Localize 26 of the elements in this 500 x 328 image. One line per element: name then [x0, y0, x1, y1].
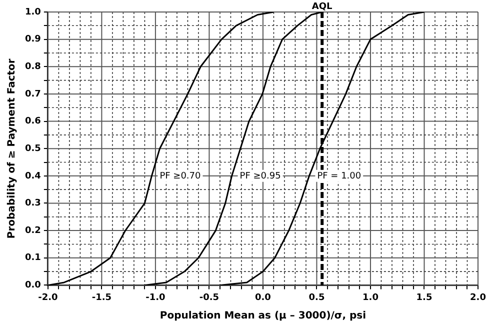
- y-tick-label: 1.0: [24, 7, 41, 18]
- x-tick-label: -0.5: [199, 292, 220, 303]
- x-tick-label: 2.0: [470, 292, 486, 303]
- series-label: PF = 1.00: [317, 171, 362, 182]
- x-tick-label: 0.0: [254, 292, 271, 303]
- y-tick-label: 0.0: [24, 280, 41, 291]
- x-tick-label: 1.5: [416, 292, 432, 303]
- x-tick-label: -1.0: [146, 292, 166, 303]
- y-axis-title: Probability of ≥ Payment Factor: [6, 58, 18, 239]
- x-tick-label: -2.0: [38, 292, 58, 303]
- y-tick-label: 0.3: [24, 198, 41, 209]
- y-tick-label: 0.5: [24, 144, 41, 154]
- x-tick-label: 1.0: [362, 292, 378, 303]
- series-label: PF ≥0.95: [240, 171, 281, 182]
- y-tick-label: 0.4: [24, 171, 41, 182]
- x-tick-label: 0.5: [308, 292, 325, 303]
- x-axis-title: Population Mean as (μ – 3000)/σ, psi: [160, 310, 366, 322]
- y-tick-label: 0.1: [24, 253, 41, 264]
- y-tick-label: 0.2: [24, 226, 41, 236]
- x-tick-label: -1.5: [92, 292, 112, 303]
- y-tick-label: 0.8: [24, 62, 41, 72]
- ref-line-label: AQL: [312, 2, 333, 12]
- y-tick-label: 0.7: [24, 89, 41, 100]
- y-tick-label: 0.6: [24, 116, 41, 127]
- y-tick-label: 0.9: [24, 34, 41, 45]
- series-label: PF ≥0.70: [160, 171, 202, 182]
